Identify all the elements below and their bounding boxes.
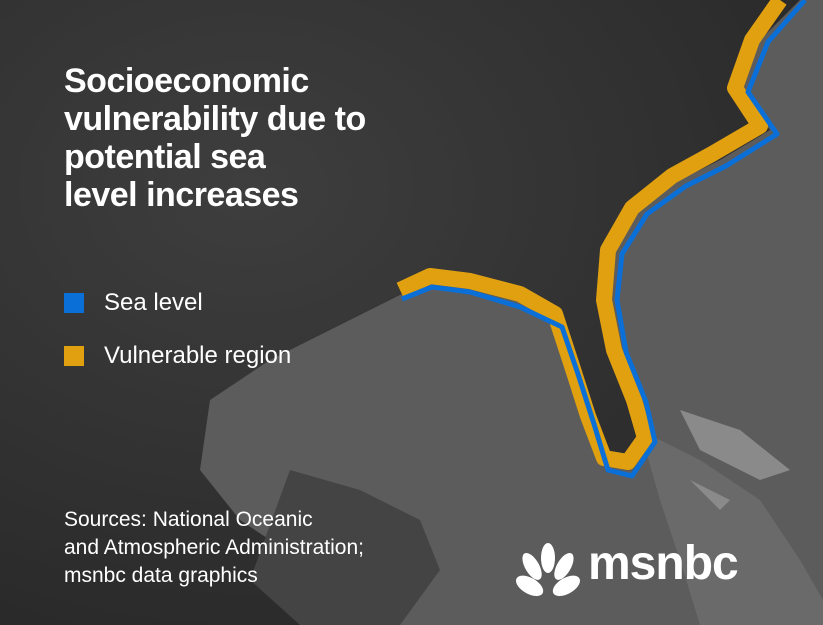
legend-item: Sea level bbox=[64, 288, 291, 318]
title-line: level increases bbox=[64, 176, 299, 214]
yucatan bbox=[250, 470, 440, 625]
sources-line: Sources: National Oceanic bbox=[64, 508, 313, 531]
title-line: potential sea bbox=[64, 138, 266, 176]
sea-level bbox=[401, 0, 807, 479]
legend: Sea level Vulnerable region bbox=[64, 288, 291, 394]
logo: msnbc bbox=[588, 537, 739, 590]
legend-swatch bbox=[64, 293, 84, 313]
sources-line: msnbc data graphics bbox=[64, 564, 258, 587]
title: Socioeconomic vulnerability due to poten… bbox=[64, 62, 366, 214]
sources-line: and Atmospheric Administration; bbox=[64, 536, 364, 559]
title-line: vulnerability due to bbox=[64, 100, 366, 138]
islands bbox=[680, 410, 790, 510]
shelf bbox=[640, 430, 823, 625]
sources: Sources: National Oceanic and Atmospheri… bbox=[64, 506, 364, 590]
vulnerable-region bbox=[396, 0, 787, 470]
legend-item: Vulnerable region bbox=[64, 341, 291, 371]
legend-swatch bbox=[64, 346, 84, 366]
title-line: Socioeconomic bbox=[64, 62, 309, 100]
legend-label: Sea level bbox=[104, 289, 203, 316]
logo-peacock bbox=[516, 543, 580, 597]
legend-label: Vulnerable region bbox=[104, 342, 292, 369]
